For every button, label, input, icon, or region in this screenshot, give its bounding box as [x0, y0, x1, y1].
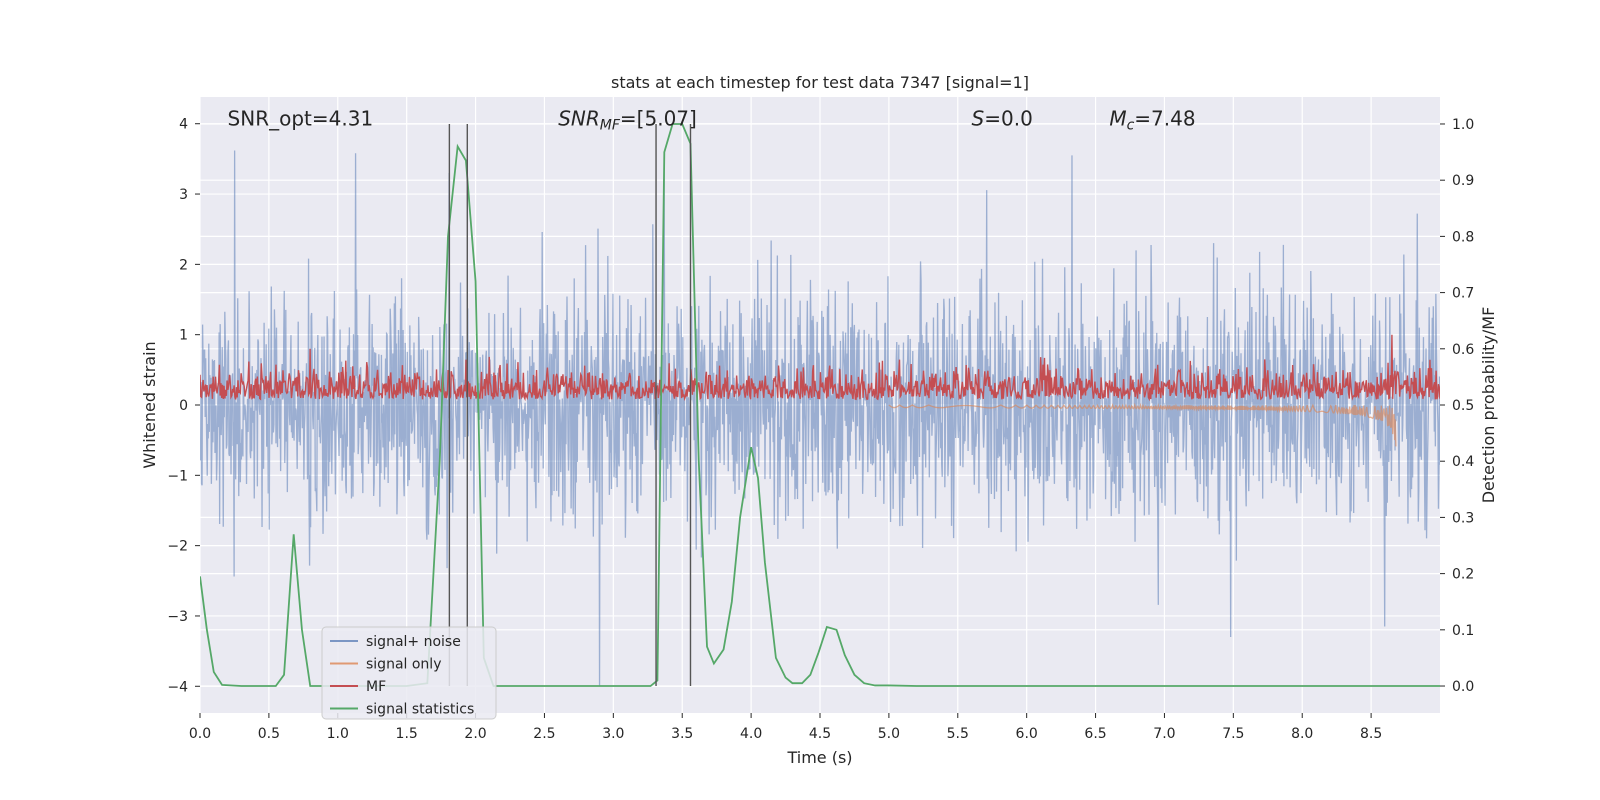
y-tick-label: −1: [167, 468, 188, 484]
y-tick-label: −3: [167, 609, 188, 625]
x-tick-label: 4.0: [740, 726, 762, 742]
x-tick-label: 1.5: [396, 726, 418, 742]
annotation-rest: =0.0: [984, 107, 1033, 131]
y2-tick-label: 1.0: [1452, 117, 1474, 133]
series-line-signal-statistics: [200, 123, 1440, 687]
y2-axis-title: Detection probability/MF: [1479, 307, 1498, 504]
annotation-main: SNR: [558, 107, 600, 131]
series-line-signal-only: [888, 402, 1397, 447]
annotation-text: SNR_opt=4.31: [228, 107, 374, 131]
x-tick-label: 1.0: [327, 726, 349, 742]
series-line-mf: [200, 334, 1440, 402]
x-tick-label: 3.5: [671, 726, 693, 742]
annotation-rest: =[5.07]: [620, 107, 697, 131]
legend-label: MF: [366, 679, 386, 695]
y2-tick-label: 0.1: [1452, 623, 1474, 639]
annotation-text: Mc=7.48: [1109, 107, 1195, 134]
y2-tick-label: 0.7: [1452, 286, 1474, 302]
x-tick-label: 7.5: [1222, 726, 1244, 742]
y2-tick-label: 0.5: [1452, 398, 1474, 414]
y2-tick-label: 0.0: [1452, 679, 1474, 695]
x-tick-label: 2.5: [533, 726, 555, 742]
annotation-text: SNRMF=[5.07]: [558, 107, 697, 134]
x-tick-label: 8.5: [1360, 726, 1382, 742]
x-tick-label: 2.0: [464, 726, 486, 742]
y-tick-label: 4: [179, 117, 188, 133]
annotation-main: S: [972, 107, 985, 131]
legend-label: signal only: [366, 657, 441, 673]
x-tick-label: 5.0: [878, 726, 900, 742]
y2-tick-label: 0.3: [1452, 510, 1474, 526]
y2-tick-label: 0.9: [1452, 173, 1474, 189]
y-tick-label: −2: [167, 539, 188, 555]
annotation-text: S=0.0: [972, 107, 1033, 131]
x-tick-label: 6.0: [1016, 726, 1038, 742]
y-axis-title: Whitened strain: [140, 341, 159, 468]
x-tick-label: 5.5: [947, 726, 969, 742]
y-tick-label: 3: [179, 187, 188, 203]
annotation-main: M: [1109, 107, 1126, 131]
x-tick-label: 0.0: [189, 726, 211, 742]
y2-tick-label: 0.8: [1452, 229, 1474, 245]
series-group: [200, 123, 1440, 687]
y2-tick-label: 0.6: [1452, 342, 1474, 358]
legend-box: [321, 626, 497, 720]
y-tick-label: −4: [167, 679, 188, 695]
chart-title: stats at each timestep for test data 734…: [611, 73, 1029, 92]
annotation-rest: =7.48: [1134, 107, 1195, 131]
y-tick-label: 0: [179, 398, 188, 414]
y2-tick-label: 0.2: [1452, 567, 1474, 583]
x-tick-label: 3.0: [602, 726, 624, 742]
annotation-subscript: MF: [600, 118, 621, 134]
x-tick-label: 4.5: [809, 726, 831, 742]
x-tick-label: 6.5: [1084, 726, 1106, 742]
legend-label: signal statistics: [366, 702, 474, 718]
y-tick-label: 2: [179, 257, 188, 273]
x-tick-label: 0.5: [258, 726, 280, 742]
y2-tick-label: 0.4: [1452, 454, 1474, 470]
y-tick-label: 1: [179, 328, 188, 344]
annotation-subscript: c: [1127, 118, 1135, 134]
x-tick-label: 8.0: [1291, 726, 1313, 742]
x-axis-title: Time (s): [786, 748, 852, 767]
x-tick-label: 7.0: [1153, 726, 1175, 742]
legend-label: signal+ noise: [366, 634, 461, 650]
